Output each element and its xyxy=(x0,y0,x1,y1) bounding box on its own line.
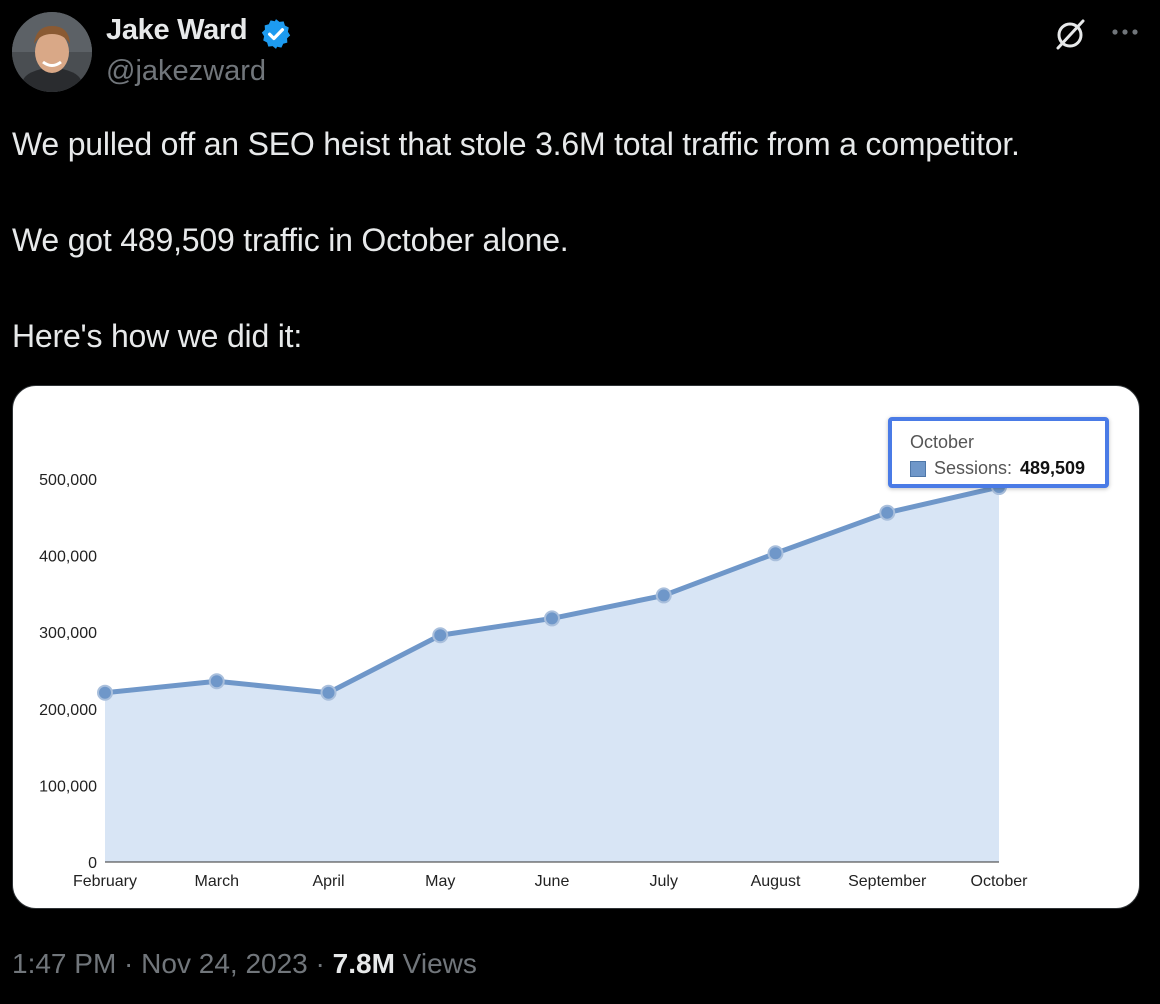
sessions-data-point xyxy=(432,627,449,644)
x-tick-label: May xyxy=(425,873,455,890)
grok-icon[interactable] xyxy=(1052,16,1088,52)
author-name[interactable]: Jake Ward xyxy=(106,14,248,46)
sessions-data-point xyxy=(320,684,337,701)
sessions-data-point xyxy=(767,545,784,562)
sessions-area-chart: 0 100,000 200,000 300,000 400,000 500,000 Febr… xyxy=(39,472,1029,890)
x-tick-label: February xyxy=(73,873,137,890)
views-count: 7.8M xyxy=(332,948,395,979)
y-tick-label: 200,000 xyxy=(39,702,97,719)
views-label: Views xyxy=(402,948,477,979)
tweet-date[interactable]: Nov 24, 2023 xyxy=(141,948,308,979)
tooltip-swatch xyxy=(910,461,926,477)
sessions-area-fill xyxy=(105,487,999,862)
sessions-data-point xyxy=(97,684,113,701)
more-icon[interactable] xyxy=(1108,16,1144,52)
meta-separator: · xyxy=(307,948,333,979)
sessions-data-point xyxy=(208,673,225,690)
media-card[interactable]: 0 100,000 200,000 300,000 400,000 500,000 Febr… xyxy=(12,385,1140,909)
sessions-data-point xyxy=(544,610,560,627)
y-tick-label: 300,000 xyxy=(39,625,97,642)
verified-badge-icon[interactable] xyxy=(259,17,293,51)
sessions-data-point xyxy=(655,587,672,604)
x-tick-label: July xyxy=(650,873,678,890)
y-tick-label: 0 xyxy=(88,855,97,872)
x-tick-label: September xyxy=(848,873,927,890)
tooltip-title: October xyxy=(910,432,975,452)
x-tick-label: June xyxy=(535,873,570,890)
tweet-text-line: We got 489,509 traffic in October alone. xyxy=(12,222,569,258)
chart-tooltip: October Sessions: 489,509 xyxy=(888,417,1109,488)
meta-separator: · xyxy=(116,948,142,979)
tweet-text-line: Here's how we did it: xyxy=(12,318,303,354)
x-tick-label: August xyxy=(751,873,801,890)
x-tick-label: April xyxy=(312,873,344,890)
x-tick-label: October xyxy=(971,873,1029,890)
y-tick-label: 400,000 xyxy=(39,549,97,566)
sessions-data-point xyxy=(879,504,896,521)
x-tick-label: March xyxy=(195,873,239,890)
tooltip-series-label: Sessions: xyxy=(934,458,1013,478)
tweet-meta: 1:47 PM · Nov 24, 2023 · 7.8M Views xyxy=(12,948,477,980)
y-tick-label: 500,000 xyxy=(39,472,97,489)
tweet-time[interactable]: 1:47 PM xyxy=(12,948,117,979)
author-handle[interactable]: @jakezward xyxy=(106,55,266,87)
y-tick-label: 100,000 xyxy=(39,778,97,795)
tooltip-value: 489,509 xyxy=(1020,458,1086,478)
tweet-text-line: We pulled off an SEO heist that stole 3.… xyxy=(12,126,1020,162)
avatar[interactable] xyxy=(12,12,92,92)
avatar-photo xyxy=(12,12,92,92)
